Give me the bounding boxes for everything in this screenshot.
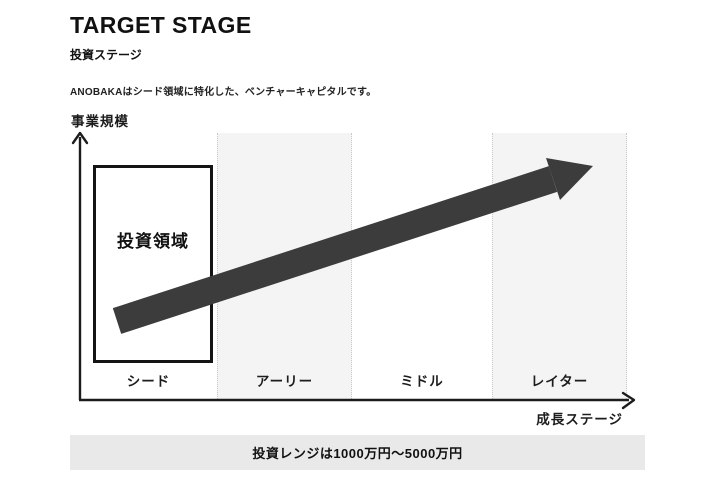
page-title: TARGET STAGE [70, 12, 252, 38]
growth-arrow-head-icon [546, 158, 593, 200]
page-subtitle: 投資ステージ [70, 48, 142, 63]
header: TARGET STAGE 投資ステージ ANOBAKAはシード領域に特化した、ベ… [70, 13, 376, 98]
y-axis-label: 事業規模 [71, 114, 129, 129]
stage-label-middle: ミドル [400, 374, 444, 389]
investment-range-text: 投資レンジは1000万円〜5000万円 [252, 446, 463, 461]
page-description: ANOBAKAはシード領域に特化した、ベンチャーキャピタルです。 [70, 87, 377, 99]
y-axis-arrowhead-icon [71, 131, 89, 145]
x-axis-arrowhead-icon [621, 391, 636, 410]
stage-label-seed: シード [126, 374, 171, 389]
stage-label-later: レイター [530, 374, 589, 389]
x-axis-label: 成長ステージ [536, 412, 623, 427]
investment-area-label: 投資領域 [117, 232, 189, 251]
investment-range-banner: 投資レンジは1000万円〜5000万円 [70, 435, 645, 470]
stage-label-early: アーリー [255, 374, 314, 389]
growth-arrow-shaft [112, 166, 558, 334]
investment-area-box: 投資領域 [93, 165, 213, 363]
